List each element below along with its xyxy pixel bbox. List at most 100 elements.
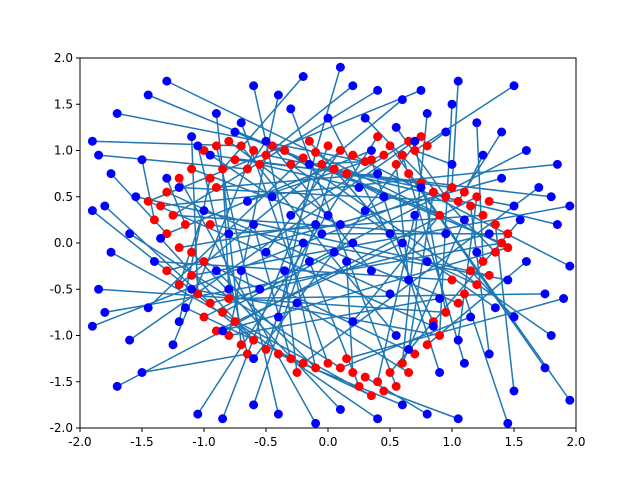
blue-point <box>404 275 414 285</box>
connection-line <box>98 288 446 314</box>
blue-point <box>143 303 153 313</box>
blue-point <box>472 118 482 128</box>
red-point <box>149 215 159 225</box>
blue-point <box>249 220 259 229</box>
connection-line <box>265 85 354 156</box>
red-point <box>205 220 215 229</box>
connection-line <box>222 246 509 332</box>
blue-point <box>205 150 215 160</box>
blue-point <box>354 183 364 192</box>
connection-line <box>222 76 304 170</box>
blue-point <box>298 238 308 248</box>
red-point <box>292 368 302 377</box>
red-point <box>211 141 221 151</box>
connection-line <box>463 154 484 193</box>
blue-point <box>187 132 197 142</box>
blue-point <box>125 335 135 345</box>
red-point <box>304 136 314 146</box>
blue-point <box>304 159 314 169</box>
red-point <box>286 159 296 169</box>
connection-line <box>383 390 459 420</box>
red-point <box>143 196 153 206</box>
red-point <box>156 201 166 211</box>
blue-point <box>249 354 259 364</box>
blue-point <box>478 150 488 160</box>
connection-line <box>234 321 379 420</box>
red-point <box>391 381 401 391</box>
blue-point <box>540 289 550 299</box>
connection-line <box>407 192 435 350</box>
connection-line <box>197 145 249 355</box>
connection-line <box>172 214 446 235</box>
y-tick-label: 1.5 <box>54 97 73 111</box>
blue-point <box>94 150 104 160</box>
red-point <box>366 391 376 401</box>
blue-point <box>255 284 265 294</box>
red-point <box>453 298 463 308</box>
connection-line <box>228 297 440 337</box>
connection-line <box>191 205 570 277</box>
blue-point <box>391 331 401 340</box>
blue-point <box>552 159 562 169</box>
red-point <box>497 238 507 248</box>
blue-point <box>435 294 445 303</box>
blue-point <box>447 99 457 109</box>
connection-line <box>253 136 422 360</box>
blue-point <box>273 312 283 322</box>
connection-line <box>228 94 280 336</box>
connection-line <box>414 85 515 152</box>
blue-point <box>218 326 228 336</box>
blue-point <box>156 233 166 243</box>
connection-line <box>376 215 416 382</box>
blue-point <box>273 409 283 419</box>
blue-point <box>187 284 197 294</box>
red-point <box>484 196 494 206</box>
blue-point <box>459 215 469 225</box>
y-tick-label: 2.0 <box>54 51 73 65</box>
red-point <box>218 307 228 317</box>
connection-line <box>240 270 416 355</box>
x-tick-label: 1.5 <box>504 435 523 449</box>
red-point <box>342 354 352 364</box>
red-point <box>187 270 197 280</box>
red-point <box>311 363 321 373</box>
red-point <box>404 169 414 179</box>
red-point <box>373 377 383 387</box>
blue-point <box>100 307 110 317</box>
y-tick-label: 0.0 <box>54 236 73 250</box>
blue-point <box>249 81 259 91</box>
blue-point <box>521 257 531 266</box>
red-point <box>162 187 172 197</box>
red-point <box>478 210 488 220</box>
red-point <box>379 386 389 396</box>
y-tick-label: 0.5 <box>54 190 73 204</box>
blue-point <box>515 215 525 225</box>
red-point <box>311 147 321 157</box>
blue-point <box>422 109 432 118</box>
red-point <box>242 164 252 174</box>
connection-line <box>283 270 298 373</box>
connection-line <box>314 67 342 153</box>
red-point <box>162 229 172 239</box>
connection-line <box>203 260 261 290</box>
connection-line <box>191 251 341 411</box>
y-tick-label: -1.5 <box>50 375 73 389</box>
connection-line <box>141 353 248 374</box>
blue-point <box>112 109 122 118</box>
blue-point <box>404 344 414 354</box>
blue-point <box>199 206 209 216</box>
y-tick-label: -2.0 <box>50 421 73 435</box>
blue-point <box>211 109 221 118</box>
red-point <box>249 335 259 345</box>
red-point <box>174 280 184 290</box>
blue-point <box>304 257 314 266</box>
connection-line <box>110 173 168 235</box>
connection-line <box>414 149 453 166</box>
red-point <box>459 289 469 299</box>
connection-line <box>352 214 441 323</box>
blue-point <box>565 261 575 271</box>
blue-point <box>112 381 122 391</box>
connection-line <box>426 260 478 286</box>
blue-point <box>360 206 370 216</box>
y-axis: -2.0 -1.5 -1.0 -0.5 0.0 0.5 1.0 1.5 2.0 <box>50 51 80 435</box>
